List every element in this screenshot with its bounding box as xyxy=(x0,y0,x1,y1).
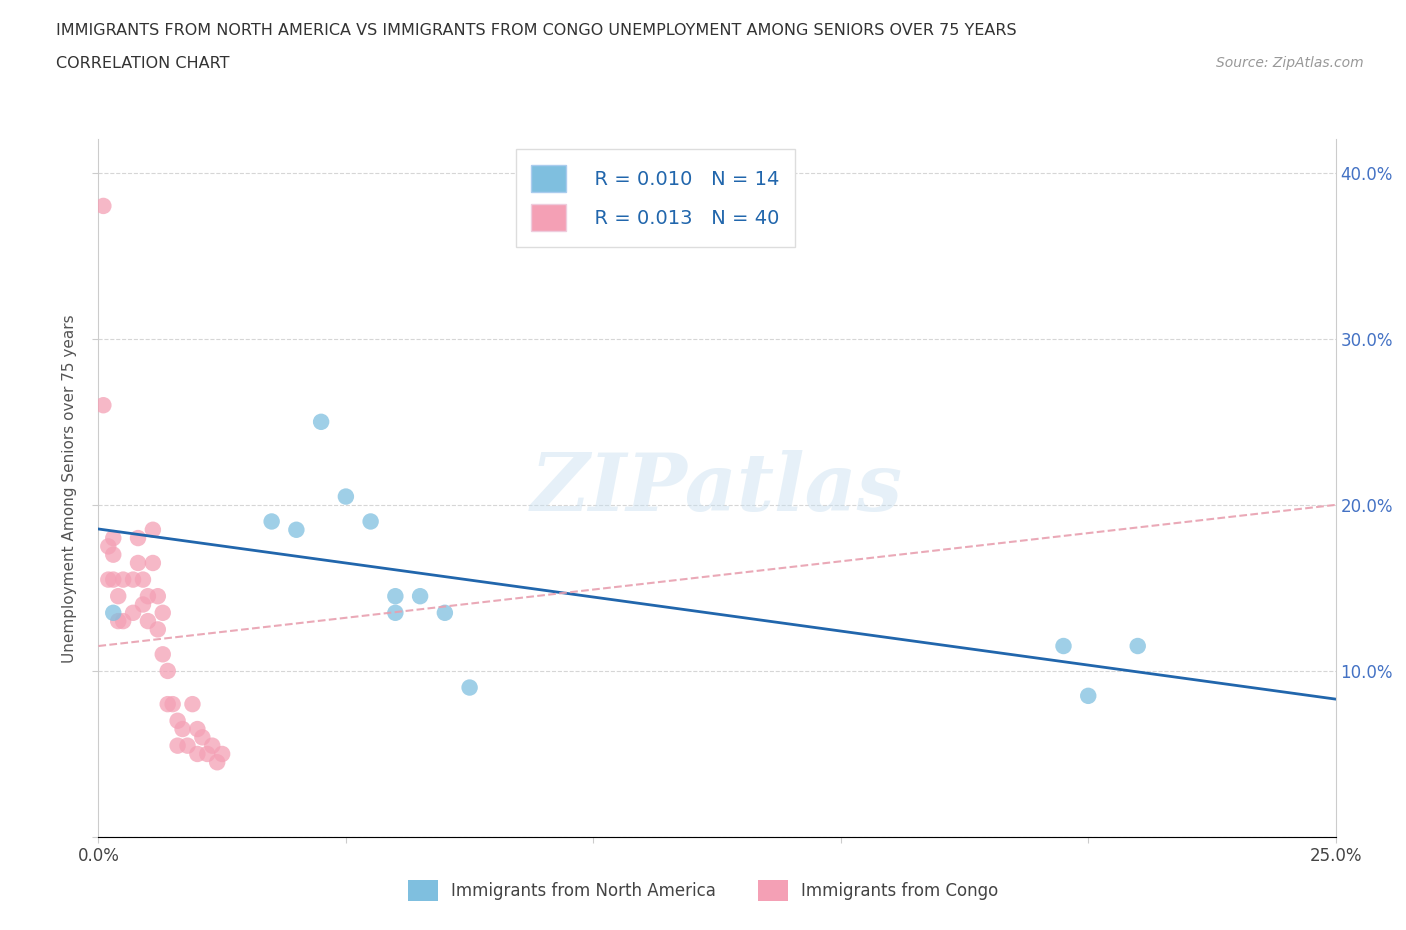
Point xyxy=(181,697,204,711)
Point xyxy=(152,605,174,620)
Point xyxy=(93,398,115,413)
Point xyxy=(360,514,382,529)
Point xyxy=(201,738,224,753)
Point xyxy=(142,523,165,538)
Text: CORRELATION CHART: CORRELATION CHART xyxy=(56,56,229,71)
Point xyxy=(146,589,169,604)
Point xyxy=(162,697,184,711)
Point xyxy=(103,572,125,587)
Legend: Immigrants from North America, Immigrants from Congo: Immigrants from North America, Immigrant… xyxy=(396,869,1010,912)
Point xyxy=(186,747,208,762)
Point xyxy=(384,589,406,604)
Point xyxy=(127,555,149,570)
Point xyxy=(132,597,155,612)
Point xyxy=(176,738,198,753)
Point xyxy=(122,572,145,587)
Point xyxy=(166,713,188,728)
Text: ZIPatlas: ZIPatlas xyxy=(531,449,903,527)
Point xyxy=(191,730,214,745)
Point xyxy=(93,198,115,213)
Point xyxy=(458,680,481,695)
Y-axis label: Unemployment Among Seniors over 75 years: Unemployment Among Seniors over 75 years xyxy=(62,314,77,662)
Point xyxy=(1077,688,1099,703)
Point xyxy=(97,539,120,554)
Point xyxy=(107,614,129,629)
Point xyxy=(172,722,194,737)
Point xyxy=(136,589,159,604)
Point xyxy=(122,605,145,620)
Point xyxy=(97,572,120,587)
Point xyxy=(112,572,135,587)
Point xyxy=(195,747,218,762)
Point xyxy=(433,605,456,620)
Text: IMMIGRANTS FROM NORTH AMERICA VS IMMIGRANTS FROM CONGO UNEMPLOYMENT AMONG SENIOR: IMMIGRANTS FROM NORTH AMERICA VS IMMIGRA… xyxy=(56,23,1017,38)
Point xyxy=(260,514,283,529)
Point xyxy=(152,647,174,662)
Point xyxy=(384,605,406,620)
Legend:   R = 0.010   N = 14,   R = 0.013   N = 40: R = 0.010 N = 14, R = 0.013 N = 40 xyxy=(516,149,794,247)
Point xyxy=(103,605,125,620)
Point xyxy=(156,663,179,678)
Point xyxy=(132,572,155,587)
Point xyxy=(142,555,165,570)
Point xyxy=(103,547,125,562)
Point xyxy=(309,415,332,430)
Point xyxy=(1052,639,1074,654)
Point xyxy=(205,755,228,770)
Point xyxy=(211,747,233,762)
Text: Source: ZipAtlas.com: Source: ZipAtlas.com xyxy=(1216,56,1364,70)
Point xyxy=(285,523,308,538)
Point xyxy=(1126,639,1149,654)
Point xyxy=(112,614,135,629)
Point xyxy=(136,614,159,629)
Point xyxy=(335,489,357,504)
Point xyxy=(409,589,432,604)
Point xyxy=(156,697,179,711)
Point xyxy=(166,738,188,753)
Point xyxy=(127,531,149,546)
Point xyxy=(103,531,125,546)
Point xyxy=(107,589,129,604)
Point xyxy=(146,622,169,637)
Point xyxy=(186,722,208,737)
